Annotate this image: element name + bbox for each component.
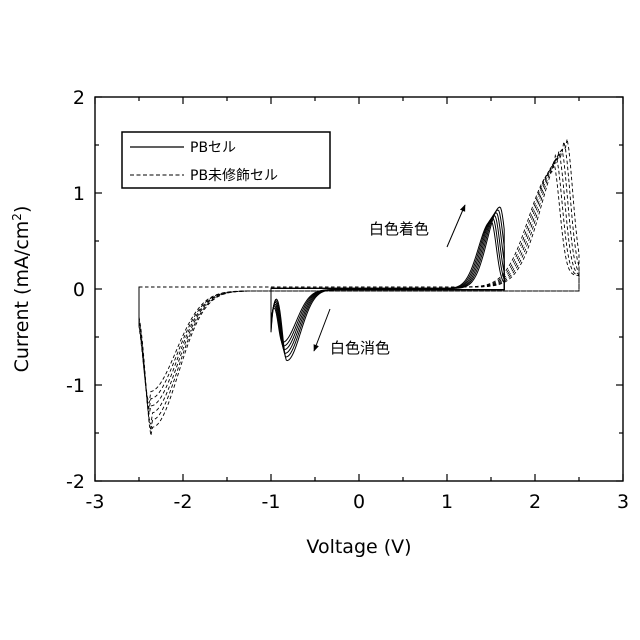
x-tick-labels: -3 -2 -1 0 1 2 3 [86, 491, 630, 513]
annotation-label: 白色着色 [369, 220, 429, 238]
annotation-coloring: 白色着色 [369, 205, 465, 247]
y-tick-label: -1 [66, 375, 85, 397]
x-tick-label: -2 [174, 491, 193, 513]
x-tick-label: -1 [262, 491, 281, 513]
y-tick-label: 1 [73, 183, 85, 205]
y-axis-title: Current (mA/cm2) [10, 206, 33, 373]
x-tick-label: -3 [86, 491, 105, 513]
x-tick-label: 3 [617, 491, 629, 513]
y-axis-title-main: Current (mA/cm [11, 221, 33, 373]
y-axis-title-superscript: 2 [10, 213, 24, 221]
series-pb-unmodified-cycle [139, 162, 579, 403]
arrow-down-icon [314, 309, 330, 351]
x-tick-label: 1 [441, 491, 453, 513]
series-pb-unmodified-cycle [139, 156, 579, 410]
y-tick-labels: -2 -1 0 1 2 [66, 87, 85, 493]
y-tick-label: -2 [66, 471, 85, 493]
annotation-label: 白色消色 [330, 339, 390, 357]
series-pb-unmodified-cycle [139, 152, 579, 415]
annotation-bleaching: 白色消色 [314, 309, 390, 357]
y-tick-label: 0 [73, 279, 85, 301]
y-axis-title-tail: ) [11, 206, 33, 213]
arrow-up-icon [447, 205, 465, 247]
legend-label: PB未修飾セル [190, 168, 278, 184]
y-tick-label: 2 [73, 87, 85, 109]
x-tick-label: 0 [353, 491, 365, 513]
x-tick-label: 2 [529, 491, 541, 513]
legend-label: PBセル [190, 140, 236, 156]
x-axis-title: Voltage (V) [306, 536, 411, 558]
legend: PBセル PB未修飾セル [122, 132, 330, 188]
